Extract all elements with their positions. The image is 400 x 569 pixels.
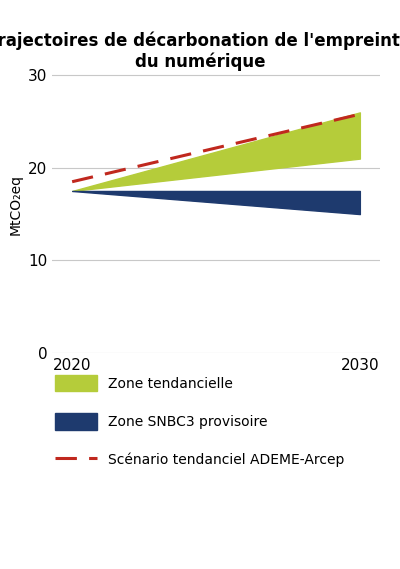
Y-axis label: MtCO₂eq: MtCO₂eq bbox=[8, 174, 22, 236]
Text: Trajectoires de décarbonation de l'empreinte
du numérique: Trajectoires de décarbonation de l'empre… bbox=[0, 31, 400, 71]
Legend: Zone tendancielle, Zone SNBC3 provisoire, Scénario tendanciel ADEME-Arcep: Zone tendancielle, Zone SNBC3 provisoire… bbox=[55, 375, 344, 468]
